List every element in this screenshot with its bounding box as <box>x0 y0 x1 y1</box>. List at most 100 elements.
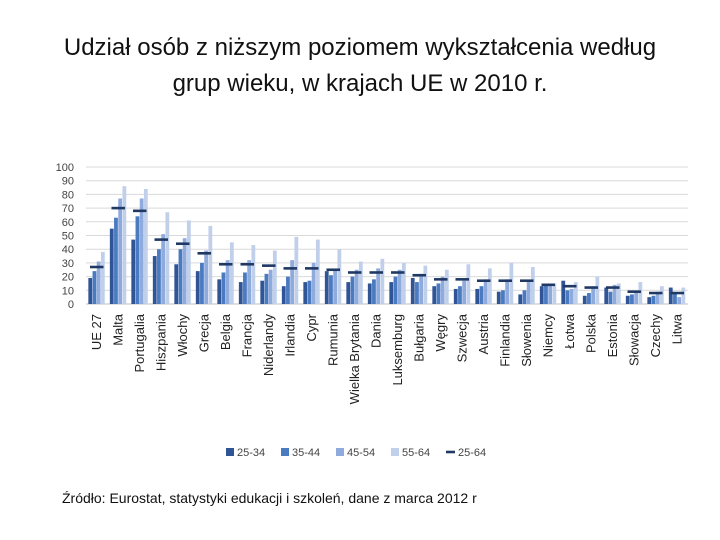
bar-45-54-28 <box>677 297 682 304</box>
bar-25-34-28 <box>668 287 673 304</box>
bar-55-64-18 <box>466 264 471 304</box>
bar-35-44-3 <box>135 216 140 304</box>
bar-55-64-9 <box>272 250 277 304</box>
y-tick-label: 50 <box>62 231 74 243</box>
bar-25-34-8 <box>238 282 243 304</box>
bar-25-34-12 <box>324 271 329 304</box>
bar-55-64-23 <box>573 282 578 304</box>
bar-35-44-2 <box>114 217 118 304</box>
bars <box>88 186 686 304</box>
bar-25-34-20 <box>496 291 501 304</box>
x-category-label: Węgry <box>433 314 448 352</box>
x-category-label: Czechy <box>648 314 663 358</box>
y-tick-label: 60 <box>62 217 74 229</box>
bar-35-44-19 <box>479 286 484 304</box>
legend-swatch-35-44 <box>281 448 289 456</box>
legend-label: 35-44 <box>292 447 320 459</box>
bar-35-44-23 <box>565 290 570 304</box>
bar-55-64-14 <box>380 258 385 304</box>
bar-55-64-13 <box>358 261 363 304</box>
bar-25-34-19 <box>475 288 480 304</box>
markers-25-64 <box>90 206 684 295</box>
y-tick-label: 20 <box>62 272 74 284</box>
bar-35-44-14 <box>372 279 376 304</box>
bar-35-44-5 <box>178 249 183 304</box>
bar-25-34-27 <box>647 297 652 304</box>
bar-25-34-2 <box>109 228 114 304</box>
bar-35-44-10 <box>286 276 290 304</box>
x-category-label: Grecja <box>196 313 211 352</box>
bar-35-44-6 <box>200 262 204 304</box>
chart-title-line-2: grup wieku, w krajach UE w 2010 r. <box>172 70 548 97</box>
bar-55-64-3 <box>143 188 148 304</box>
bar-35-44-4 <box>157 249 161 304</box>
bar-25-34-14 <box>367 283 372 304</box>
x-category-label: Finlandia <box>497 313 512 367</box>
bar-45-54-25 <box>612 284 617 304</box>
bar-55-64-2 <box>122 186 127 304</box>
bar-55-64-26 <box>638 282 643 304</box>
y-tick-label: 30 <box>62 258 74 270</box>
bar-45-54-27 <box>655 291 660 304</box>
bar-25-34-16 <box>410 277 415 304</box>
x-category-label: Włochy <box>175 314 190 357</box>
bar-55-64-1 <box>100 251 105 304</box>
bar-35-44-9 <box>264 273 269 304</box>
y-tick-label: 100 <box>56 162 74 174</box>
bar-35-44-20 <box>501 290 505 304</box>
bar-25-34-15 <box>389 282 394 304</box>
bar-55-64-15 <box>401 262 406 304</box>
bar-45-54-4 <box>161 234 166 304</box>
legend-swatch-45-54 <box>336 448 344 456</box>
bar-55-64-21 <box>530 267 535 304</box>
x-category-label: Austria <box>476 313 491 354</box>
bar-25-34-26 <box>625 295 630 304</box>
bar-45-54-12 <box>333 269 338 304</box>
bar-25-34-9 <box>260 280 265 304</box>
bar-45-54-6 <box>204 250 209 304</box>
bar-45-54-15 <box>397 269 402 304</box>
bar-45-54-3 <box>139 198 144 304</box>
bar-55-64-12 <box>337 249 342 304</box>
bar-45-54-24 <box>591 286 596 304</box>
bar-45-54-7 <box>225 260 230 304</box>
bar-55-64-8 <box>251 245 256 304</box>
bar-45-54-17 <box>440 276 445 304</box>
x-category-label: Cypr <box>304 313 319 341</box>
x-category-label: Polska <box>583 313 598 353</box>
bar-55-64-7 <box>229 242 234 304</box>
x-category-label: Słowenia <box>519 313 534 367</box>
y-tick-label: 90 <box>62 176 74 188</box>
bar-55-64-11 <box>315 239 320 304</box>
bar-45-54-19 <box>483 279 488 304</box>
source-note: Źródło: Eurostat, statystyki edukacji i … <box>62 490 477 506</box>
bar-55-64-25 <box>616 283 621 304</box>
bar-45-54-10 <box>290 260 295 304</box>
bar-35-44-25 <box>608 291 613 304</box>
bar-25-34-10 <box>281 286 286 304</box>
x-category-label: Słowacja <box>626 313 641 366</box>
bar-35-44-1 <box>92 271 97 304</box>
x-category-label: Wielka Brytania <box>347 313 362 404</box>
x-category-label: Dania <box>368 313 383 348</box>
bar-35-44-21 <box>522 290 527 304</box>
bar-45-54-9 <box>268 269 273 304</box>
x-category-label: Belgia <box>218 313 233 350</box>
bar-55-64-19 <box>487 268 492 304</box>
bar-25-34-17 <box>432 286 437 304</box>
x-axis-category-labels: UE 27 Malta Portugalia Hiszpania Włochy Grecj… <box>89 313 685 404</box>
x-category-label: Francja <box>239 313 254 357</box>
bar-45-54-2 <box>118 198 123 304</box>
bar-45-54-14 <box>376 268 381 304</box>
bar-35-44-26 <box>630 294 634 304</box>
bar-35-44-8 <box>243 272 247 304</box>
bar-25-34-1 <box>88 277 93 304</box>
chart-title-line-1: Udział osób z niższym poziomem wykształc… <box>63 34 657 61</box>
bar-55-64-10 <box>294 236 299 304</box>
bar-55-64-16 <box>423 265 428 304</box>
bar-25-34-11 <box>303 282 308 304</box>
legend-swatch-25-34 <box>226 448 234 456</box>
bar-25-34-6 <box>195 271 200 304</box>
